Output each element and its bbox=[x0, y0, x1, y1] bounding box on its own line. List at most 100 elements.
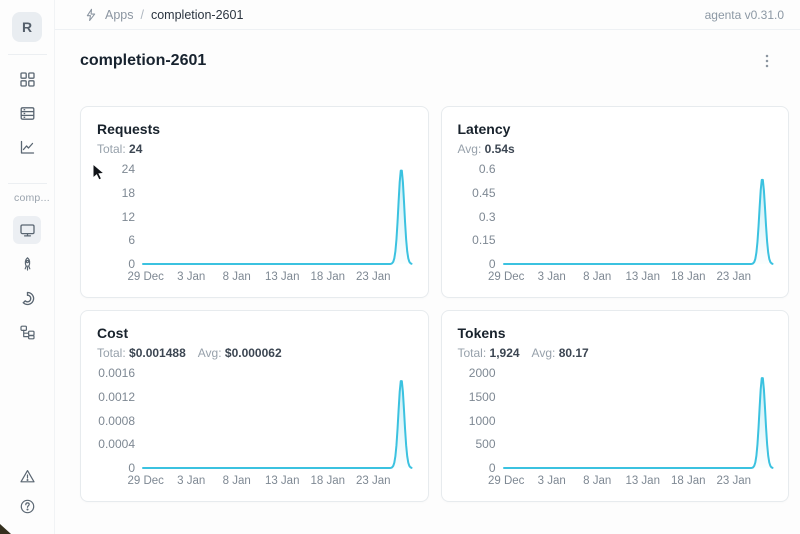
y-tick-label: 0 bbox=[128, 461, 135, 475]
chart-plot[interactable] bbox=[504, 167, 773, 267]
y-tick-label: 24 bbox=[121, 162, 135, 176]
chart-line bbox=[504, 378, 773, 468]
card-title: Tokens bbox=[457, 325, 506, 341]
x-tick-label: 18 Jan bbox=[670, 271, 706, 283]
y-tick-label: 0.0016 bbox=[98, 366, 135, 380]
sidebar-item-app-management[interactable] bbox=[13, 65, 41, 93]
card-title: Latency bbox=[457, 121, 511, 137]
y-tick-label: 0.6 bbox=[478, 162, 496, 176]
chart-plot[interactable] bbox=[143, 167, 412, 267]
card-stat: Avg: 80.17 bbox=[531, 346, 589, 360]
chart-area-fill bbox=[143, 381, 412, 468]
x-tick-label: 8 Jan bbox=[222, 475, 251, 487]
y-tick-label: 0 bbox=[128, 257, 135, 271]
y-axis: 2000 1500 1000 500 0 bbox=[458, 366, 504, 475]
sidebar-item-traces[interactable] bbox=[13, 318, 41, 346]
card-stat: Total: 1,924 bbox=[457, 346, 520, 360]
y-axis: 24 18 12 6 0 bbox=[97, 162, 143, 271]
chart-area-fill bbox=[503, 378, 772, 468]
card-stats: Total: 1,924 Avg: 80.17 bbox=[458, 344, 773, 362]
y-tick-label: 18 bbox=[121, 185, 135, 200]
sidebar-item-overview[interactable] bbox=[13, 216, 41, 244]
page-title: completion-2601 bbox=[80, 52, 207, 69]
donut-chart-icon bbox=[22, 291, 34, 305]
y-tick-label: 0.45 bbox=[472, 185, 496, 200]
x-tick-label: 3 Jan bbox=[177, 475, 206, 487]
x-tick-label: 8 Jan bbox=[583, 475, 612, 487]
x-axis: 29 Dec 3 Jan 8 Jan 13 Jan 18 Jan 23 Jan bbox=[127, 475, 412, 491]
card-stat: Total: 24 bbox=[97, 142, 143, 156]
breadcrumb-apps[interactable]: Apps bbox=[105, 7, 134, 22]
top-bar: Apps / completion-2601 agenta v0.31.0 bbox=[55, 0, 800, 30]
y-tick-label: 0 bbox=[488, 461, 496, 475]
sidebar-nav-bottom bbox=[0, 462, 55, 520]
y-tick-label: 0 bbox=[488, 257, 496, 271]
trend-chart-icon bbox=[20, 140, 34, 154]
metric-card: Cost Total: $0.001488 Avg: $0.000062 0.00… bbox=[80, 310, 429, 502]
chart-plot[interactable] bbox=[143, 371, 412, 471]
y-tick-label: 0.0012 bbox=[98, 389, 135, 404]
x-tick-label: 29 Dec bbox=[127, 271, 164, 283]
chart-area-fill bbox=[503, 179, 772, 264]
sidebar-item-alerts[interactable] bbox=[14, 462, 42, 490]
sidebar-item-help[interactable] bbox=[14, 492, 42, 520]
x-axis: 29 Dec 3 Jan 8 Jan 13 Jan 18 Jan 23 Jan bbox=[488, 271, 773, 287]
sidebar-item-playground[interactable] bbox=[13, 250, 41, 278]
y-tick-label: 0.3 bbox=[478, 209, 496, 224]
y-tick-label: 1500 bbox=[468, 389, 496, 404]
x-tick-label: 29 Dec bbox=[487, 271, 525, 283]
y-axis: 0.0016 0.0012 0.0008 0.0004 0 bbox=[97, 366, 143, 475]
card-stat: Avg: 0.54s bbox=[457, 142, 515, 156]
y-tick-label: 1000 bbox=[468, 413, 496, 428]
x-tick-label: 18 Jan bbox=[310, 475, 345, 487]
monitor-icon bbox=[19, 223, 35, 237]
x-tick-label: 23 Jan bbox=[355, 475, 391, 487]
page-header: completion-2601 bbox=[80, 50, 778, 72]
metric-card: Latency Avg: 0.54s 0.6 0.45 0.3 0.15 0 29 De… bbox=[440, 106, 789, 298]
x-tick-label: 3 Jan bbox=[537, 271, 566, 283]
x-tick-label: 8 Jan bbox=[583, 271, 612, 283]
sidebar-item-evaluations[interactable] bbox=[13, 284, 41, 312]
workspace-avatar[interactable]: R bbox=[12, 12, 42, 42]
main-content: Apps / completion-2601 agenta v0.31.0 co… bbox=[55, 0, 800, 534]
breadcrumb-separator: / bbox=[140, 7, 144, 22]
x-axis: 29 Dec 3 Jan 8 Jan 13 Jan 18 Jan 23 Jan bbox=[127, 271, 412, 287]
x-tick-label: 23 Jan bbox=[716, 475, 751, 487]
x-tick-label: 13 Jan bbox=[625, 475, 660, 487]
y-tick-label: 12 bbox=[121, 209, 135, 224]
sidebar-item-test-sets[interactable] bbox=[13, 99, 41, 127]
corner-artifact bbox=[0, 524, 11, 534]
chart-area-fill bbox=[143, 170, 412, 264]
breadcrumb-current[interactable]: completion-2601 bbox=[150, 7, 244, 22]
chart-line bbox=[504, 180, 773, 264]
x-tick-label: 23 Jan bbox=[355, 271, 391, 283]
chart-line bbox=[143, 381, 412, 468]
grid-icon bbox=[19, 71, 35, 87]
breadcrumb: Apps / completion-2601 bbox=[84, 8, 243, 22]
y-axis: 0.6 0.45 0.3 0.15 0 bbox=[458, 162, 504, 271]
x-axis: 29 Dec 3 Jan 8 Jan 13 Jan 18 Jan 23 Jan bbox=[488, 475, 773, 491]
chart: 2000 1500 1000 500 0 bbox=[458, 366, 773, 475]
card-stat: Avg: $0.000062 bbox=[197, 346, 282, 360]
area-chart bbox=[504, 371, 773, 471]
rows-icon bbox=[20, 106, 34, 120]
sidebar-item-observability[interactable] bbox=[13, 133, 41, 161]
card-stats: Total: 24 bbox=[97, 140, 412, 158]
x-tick-label: 23 Jan bbox=[716, 271, 751, 283]
area-chart bbox=[143, 167, 412, 267]
x-tick-label: 29 Dec bbox=[487, 475, 525, 487]
x-tick-label: 29 Dec bbox=[127, 475, 164, 487]
chart: 24 18 12 6 0 bbox=[97, 162, 412, 271]
sidebar-divider bbox=[7, 183, 47, 184]
card-stats: Avg: 0.54s bbox=[458, 140, 773, 158]
cards-grid: Requests Total: 24 24 18 12 6 0 29 Dec 3 Jan 8… bbox=[80, 106, 789, 502]
sidebar-divider bbox=[7, 54, 47, 55]
sidebar-nav-top bbox=[13, 55, 41, 171]
kebab-menu-icon[interactable] bbox=[756, 50, 778, 72]
card-title: Cost bbox=[97, 325, 129, 341]
x-tick-label: 18 Jan bbox=[310, 271, 345, 283]
metric-card: Tokens Total: 1,924 Avg: 80.17 2000 1500 10… bbox=[440, 310, 789, 502]
y-tick-label: 500 bbox=[475, 437, 496, 452]
chart-plot[interactable] bbox=[504, 371, 773, 471]
tree-icon bbox=[19, 325, 35, 339]
